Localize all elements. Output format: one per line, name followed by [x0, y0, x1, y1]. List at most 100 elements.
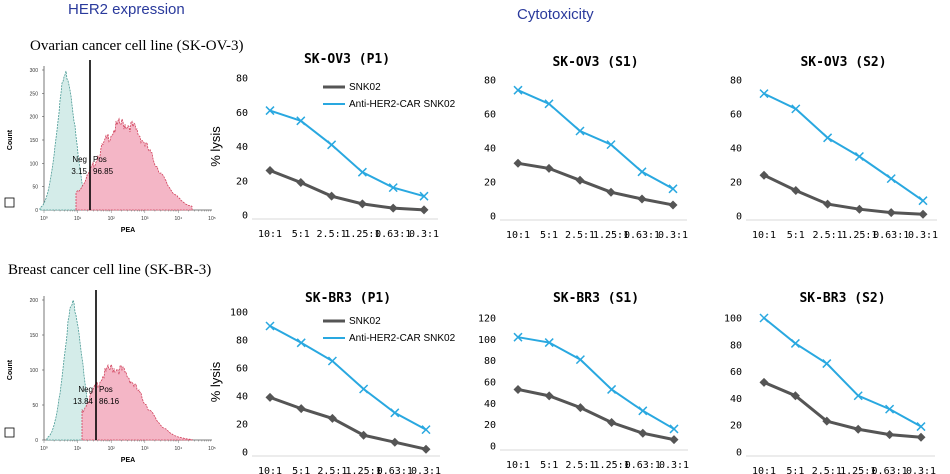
x-tick-label: 2.5:1: [317, 466, 347, 474]
hist-y-tick: 200: [30, 298, 39, 304]
snk02-line: [763, 380, 922, 439]
y-tick-label: 60: [484, 110, 496, 121]
x-tick-label: 0.63:1: [625, 460, 661, 471]
x-tick-label: 0.63:1: [375, 229, 411, 240]
chart-skbr3-s1: SK-BR3 (S1) 0 20 40 60 80 100 120 10:1 5:1 2.5:11.…: [478, 291, 689, 471]
snk02-point: [790, 391, 800, 401]
hist-y-tick: 300: [30, 68, 39, 74]
car-snk02-point: [823, 133, 833, 143]
car-snk02-point: [886, 174, 896, 184]
neg-gate-label: Neg: [78, 385, 93, 394]
car-snk02-point: [669, 424, 679, 434]
y-tick-label: 20: [730, 421, 742, 432]
x-tick-label: 5:1: [787, 230, 805, 241]
neg-percent: 13.84: [73, 397, 94, 406]
car-snk02-point: [327, 356, 337, 366]
hist-y-tick: 50: [32, 185, 38, 191]
y-tick-label: 100: [230, 308, 248, 319]
snk02-point: [421, 444, 431, 454]
x-tick-label: 0.3:1: [409, 229, 439, 240]
snk02-point: [885, 430, 895, 440]
hist-y-tick: 250: [30, 91, 39, 97]
y-tick-label: 20: [484, 178, 496, 189]
y-tick-label: 0: [490, 442, 496, 453]
neg-population-histogram: [39, 70, 89, 211]
x-tick-label: 5:1: [786, 466, 804, 474]
x-tick-label: 5:1: [292, 229, 310, 240]
chart-title: SK-OV3 (S1): [552, 55, 638, 70]
hist-x-tick: 10⁴: [175, 216, 183, 222]
y-axis-label: % lysis: [208, 126, 223, 167]
legend-label-snk02: SNK02: [349, 82, 381, 93]
cytotoxicity-title: Cytotoxicity: [517, 6, 594, 23]
y-tick-label: 20: [484, 420, 496, 431]
car-snk02-line: [517, 336, 675, 430]
snk02-point: [513, 158, 523, 168]
snk02-point: [916, 432, 926, 442]
x-tick-label: 0.63:1: [377, 466, 413, 474]
chart-skbr3-s2: SK-BR3 (S2) 0 20 40 60 80 100 10:1 5:1 2.5:11.25:…: [724, 291, 936, 474]
snk02-point: [854, 204, 864, 214]
x-tick-label: 2.5:1: [565, 460, 595, 471]
y-tick-label: 40: [730, 394, 742, 405]
x-tick-label: 2.5:1: [565, 230, 595, 241]
snk02-point: [886, 208, 896, 218]
x-tick-label: 0.63:1: [624, 230, 660, 241]
snk02-point: [388, 203, 398, 213]
car-snk02-point: [668, 184, 678, 194]
snk02-point: [669, 435, 679, 445]
hist-y-tick: 0: [35, 208, 38, 214]
x-tick-label: 10:1: [506, 230, 530, 241]
x-tick-label: 10:1: [752, 230, 776, 241]
ovarian-row-title: Ovarian cancer cell line (SK-OV-3): [30, 38, 244, 54]
y-tick-label: 60: [730, 110, 742, 121]
snk02-point: [853, 424, 863, 434]
y-tick-label: 20: [236, 420, 248, 431]
car-snk02-point: [575, 355, 585, 365]
car-snk02-point: [296, 338, 306, 348]
y-tick-label: 40: [236, 392, 248, 403]
y-tick-label: 60: [730, 367, 742, 378]
x-tick-label: 0.63:1: [872, 466, 908, 474]
snk02-point: [759, 377, 769, 387]
x-tick-label: 0.3:1: [658, 230, 688, 241]
neg-percent: 3.15: [71, 167, 87, 176]
hist-x-tick: 10⁰: [40, 216, 48, 222]
y-tick-label: 0: [490, 212, 496, 223]
hist-x-tick: 10¹: [74, 216, 82, 222]
hist-y-tick: 200: [30, 115, 39, 121]
car-snk02-line: [269, 325, 427, 431]
y-tick-label: 0: [736, 448, 742, 459]
y-tick-label: 40: [730, 144, 742, 155]
snk02-point: [668, 200, 678, 210]
hist-y-tick: 50: [32, 403, 38, 409]
snk02-line: [517, 387, 675, 442]
snk02-point: [606, 187, 616, 197]
snk02-point: [513, 384, 523, 394]
snk02-point: [759, 170, 769, 180]
y-tick-label: 60: [484, 378, 496, 389]
x-tick-label: 2.5:1: [812, 466, 842, 474]
snk02-line: [517, 161, 674, 207]
pos-percent: 96.85: [93, 167, 114, 176]
car-snk02-point: [390, 408, 400, 418]
snk02-point: [296, 404, 306, 414]
pos-gate-label: Pos: [99, 385, 113, 394]
chart-title: SK-OV3 (S2): [800, 55, 886, 70]
car-snk02-point: [637, 167, 647, 177]
car-snk02-point: [575, 126, 585, 136]
y-axis-label: % lysis: [208, 361, 223, 402]
y-tick-label: 100: [724, 314, 742, 325]
x-tick-label: 10:1: [258, 229, 282, 240]
car-snk02-point: [854, 151, 864, 162]
hist-x-tick: 10⁴: [175, 446, 183, 452]
car-snk02-point: [265, 321, 275, 331]
x-tick-label: 10:1: [506, 460, 530, 471]
hist-y-tick: 0: [35, 438, 38, 444]
hist-y-axis-label: Count: [7, 359, 14, 380]
x-tick-label: 1.25:1: [841, 230, 877, 241]
snk02-point: [419, 205, 429, 215]
y-tick-label: 20: [730, 178, 742, 189]
snk02-point: [357, 199, 367, 209]
